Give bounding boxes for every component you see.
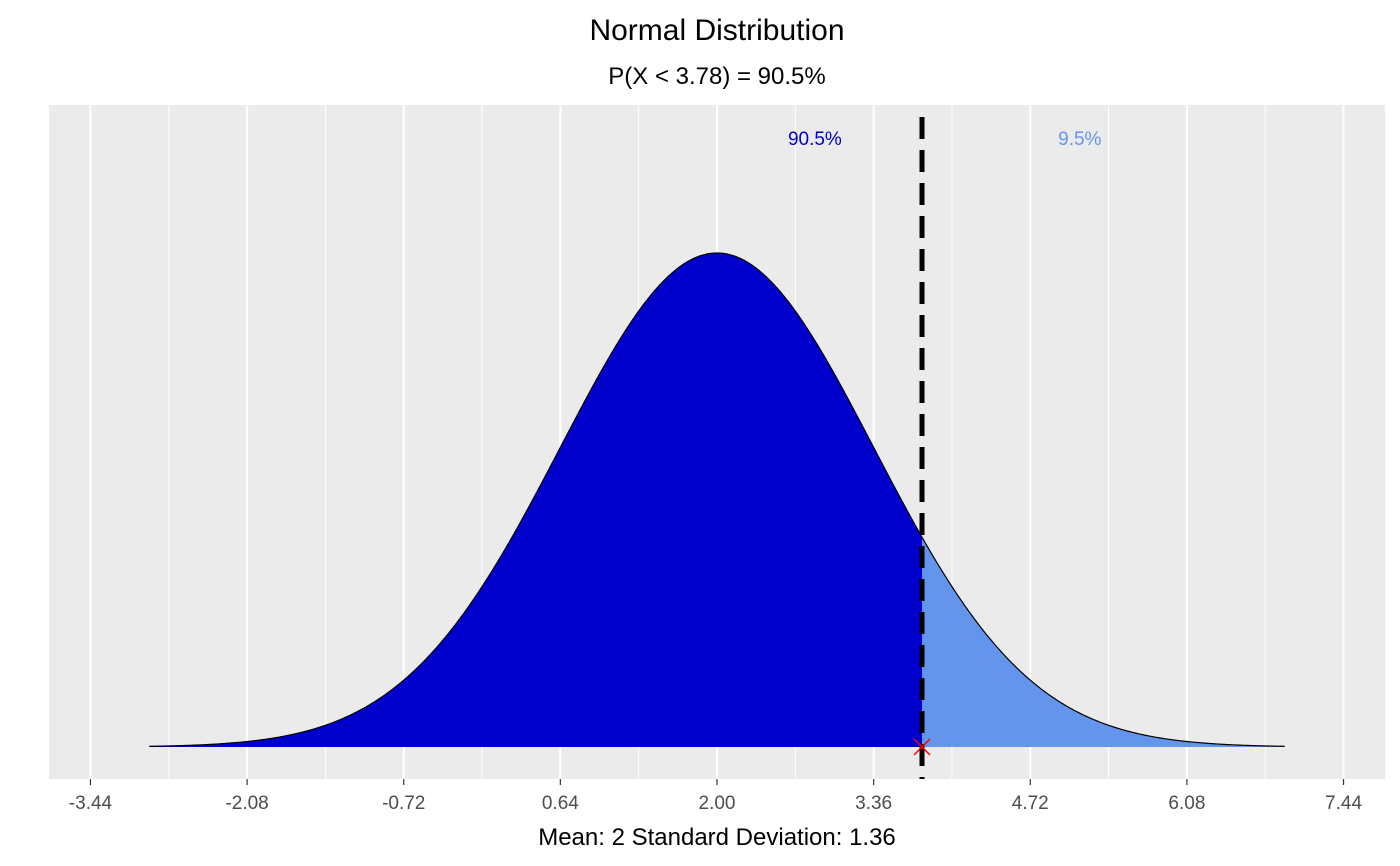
x-tick-label: -0.72 (382, 793, 425, 814)
x-tick-label: 0.64 (542, 793, 579, 814)
x-tick-label: 3.36 (855, 793, 892, 814)
marker-stroke (913, 738, 931, 756)
x-axis-ticks (89, 779, 1345, 785)
x-tick-label: 2.00 (699, 793, 736, 814)
region-label-right: 9.5% (1058, 129, 1101, 150)
x-tick-label: -2.08 (225, 793, 268, 814)
area-right-region (922, 537, 1285, 747)
x-axis-tick-labels: -3.44 -2.08 -0.72 0.64 2.00 3.36 4.72 6.08 7.44 (69, 793, 1363, 814)
x-tick-label: 6.08 (1168, 793, 1205, 814)
cutoff-marker (913, 738, 931, 756)
chart-subtitle: P(X < 3.78) = 90.5% (608, 63, 825, 90)
x-tick-label: -3.44 (69, 793, 113, 814)
x-tick-label: 7.44 (1325, 793, 1362, 814)
density-curve (149, 252, 1285, 747)
major-gridlines (89, 105, 1345, 779)
chart-title: Normal Distribution (589, 14, 844, 47)
x-tick-label: 4.72 (1012, 793, 1049, 814)
area-left-region (149, 253, 923, 747)
x-axis-label: Mean: 2 Standard Deviation: 1.36 (538, 824, 896, 851)
region-labels: 90.5% 9.5% (788, 129, 1102, 150)
region-label-left: 90.5% (788, 129, 842, 150)
minor-gridlines (168, 105, 1266, 779)
density-areas (149, 253, 1285, 747)
